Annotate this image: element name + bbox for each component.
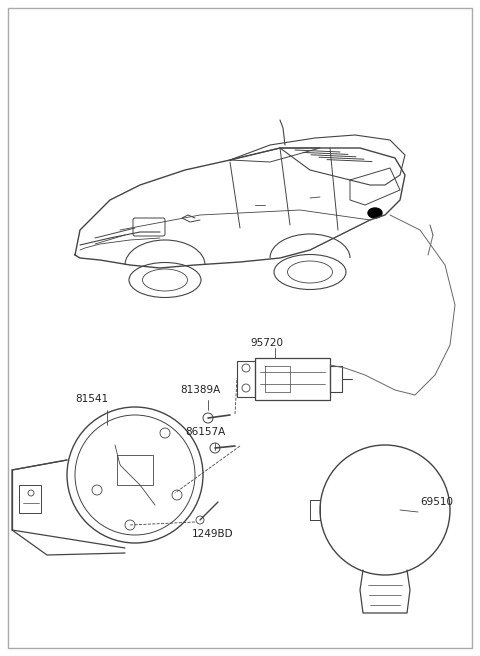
Bar	[237, 361, 255, 397]
Bar	[310, 500, 320, 520]
Bar	[19, 485, 41, 513]
Text: 81541: 81541	[75, 394, 108, 404]
Text: 81389A: 81389A	[180, 385, 220, 395]
Text: 95720: 95720	[250, 338, 283, 348]
Text: 69510: 69510	[420, 497, 453, 507]
Text: 1249BD: 1249BD	[192, 529, 234, 539]
Text: 86157A: 86157A	[185, 427, 225, 437]
Ellipse shape	[368, 208, 382, 218]
Bar	[330, 366, 342, 392]
Bar	[255, 358, 330, 400]
